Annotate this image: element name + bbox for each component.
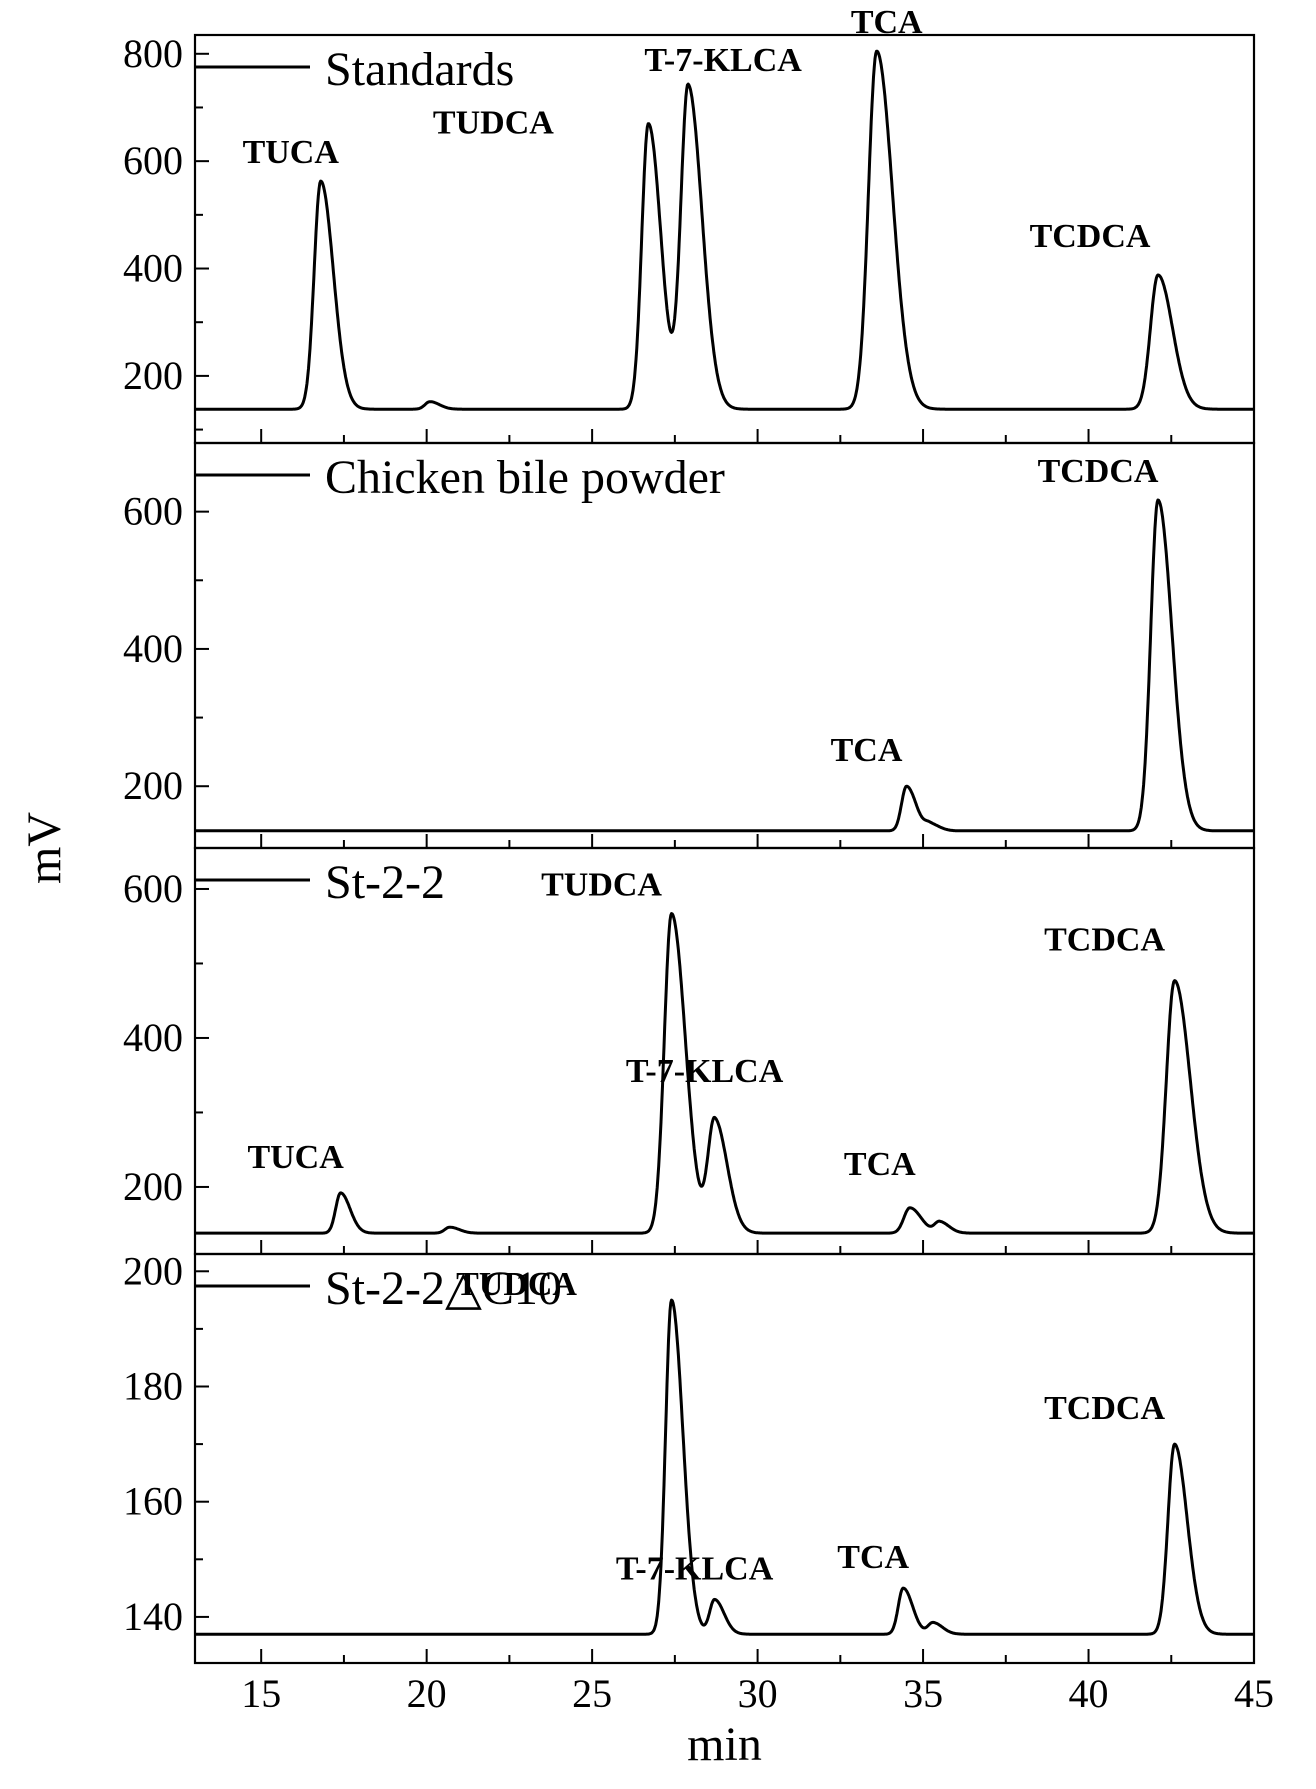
peak-label: TCA <box>851 4 923 41</box>
y-axis-title: mV <box>18 812 71 884</box>
peak-label: TCA <box>837 1539 909 1576</box>
y-tick-label: 200 <box>123 353 183 398</box>
peak-label: TCA <box>831 732 903 769</box>
peak-label: TUCA <box>247 1139 344 1176</box>
peak-label: T-7-KLCA <box>616 1551 774 1588</box>
series-line-4 <box>194 1298 1255 1636</box>
peak-label: TCDCA <box>1038 453 1159 490</box>
series-line-3 <box>194 912 1255 1235</box>
panel-3: 200 400 600 St-2-2 TUCA TUDCA T-7-KLCA TCA TCDCA <box>123 846 1256 1256</box>
x-tick-label: 40 <box>1069 1671 1109 1716</box>
y-tick-label: 600 <box>123 138 183 183</box>
y-tick-label: 600 <box>123 489 183 534</box>
legend-label: Standards <box>325 43 514 96</box>
peak-label: TUDCA <box>433 105 554 142</box>
peak-label: TCDCA <box>1044 922 1165 959</box>
y-tick-label: 140 <box>123 1594 183 1639</box>
x-axis-title: min <box>687 1718 762 1771</box>
panel-frame <box>193 1252 1256 1665</box>
x-tick-label: 35 <box>903 1671 943 1716</box>
y-tick-label: 400 <box>123 626 183 671</box>
peak-label: TCDCA <box>1030 218 1151 255</box>
peak-label: T-7-KLCA <box>626 1053 784 1090</box>
peak-label: TUDCA <box>456 1266 577 1303</box>
y-tick-label: 400 <box>123 246 183 291</box>
y-tick-label: 800 <box>123 31 183 76</box>
legend-label: St-2-2 <box>325 856 445 909</box>
legend-label: St-2-2△C10 <box>325 1262 562 1315</box>
y-tick-label: 400 <box>123 1015 183 1060</box>
peak-label: TCDCA <box>1044 1390 1165 1427</box>
x-tick-label: 30 <box>738 1671 778 1716</box>
y-tick-label: 200 <box>123 1164 183 1209</box>
y-tick-label: 180 <box>123 1363 183 1408</box>
y-tick-label: 200 <box>123 763 183 808</box>
series-line-2 <box>194 498 1255 833</box>
x-tick-label: 45 <box>1234 1671 1274 1716</box>
x-tick-label: 20 <box>407 1671 447 1716</box>
peak-label: TCA <box>844 1146 916 1183</box>
legend-label: Chicken bile powder <box>325 451 725 504</box>
peak-label: T-7-KLCA <box>644 42 802 79</box>
peak-label: TUCA <box>243 134 340 171</box>
panel-2: 200 400 600 Chicken bile powder TCA TCDCA <box>123 441 1256 850</box>
y-tick-label: 200 <box>123 1248 183 1293</box>
y-tick-label: 160 <box>123 1479 183 1524</box>
peak-label: TUDCA <box>541 867 662 904</box>
y-tick-label: 600 <box>123 866 183 911</box>
x-tick-label: 15 <box>241 1671 281 1716</box>
panel-1: 200 400 600 800 Standards TUCA TUDCA T-7-KLCA TC… <box>123 4 1256 445</box>
x-tick-label: 25 <box>572 1671 612 1716</box>
series-line-1 <box>194 49 1255 411</box>
